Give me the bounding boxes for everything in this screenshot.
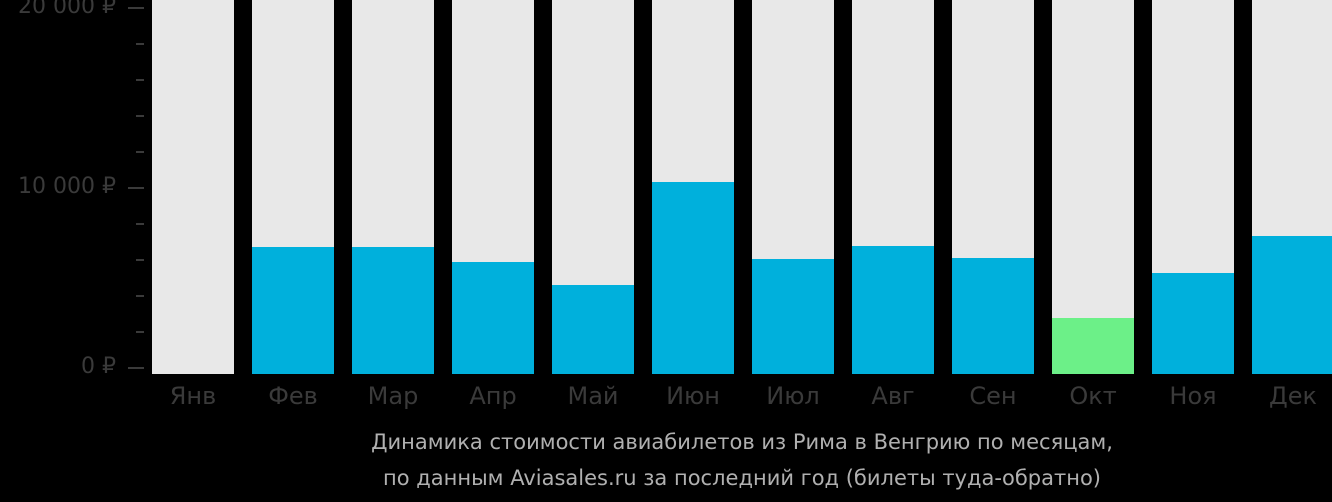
bar-value [1152,272,1234,374]
x-tick-label: Фев [268,382,318,410]
y-tick-label: 10 000 ₽ [18,174,116,199]
x-tick-label: Май [567,382,619,410]
y-major-tick [128,367,144,369]
y-minor-tick [136,43,144,45]
bar-value [652,182,734,374]
y-tick-label: 20 000 ₽ [18,0,116,19]
x-tick-label: Янв [169,382,217,410]
y-tick-label: 0 ₽ [81,354,116,379]
y-major-tick [128,7,144,9]
bar-6[interactable] [752,0,834,374]
y-minor-tick [136,115,144,117]
bar-0[interactable] [152,0,234,374]
y-minor-tick [136,79,144,81]
x-tick-label: Мар [367,382,419,410]
y-minor-tick [136,259,144,261]
x-tick-label: Авг [871,382,915,410]
bar-3[interactable] [452,0,534,374]
x-tick-label: Сен [969,382,1017,410]
y-minor-tick [136,223,144,225]
bar-value [1052,317,1134,374]
bar-value [252,247,334,374]
bar-10[interactable] [1152,0,1234,374]
bar-4[interactable] [552,0,634,374]
chart-caption-line-2: по данным Aviasales.ru за последний год … [383,466,1101,490]
bar-value [752,258,834,374]
bar-value [952,258,1034,374]
bar-11[interactable] [1252,0,1332,374]
x-tick-label: Ноя [1169,382,1217,410]
bar-value [352,247,434,374]
y-minor-tick [136,331,144,333]
bar-value [552,285,634,374]
bar-value [452,261,534,374]
x-tick-label: Июн [666,382,720,410]
y-minor-tick [136,151,144,153]
x-tick-label: Дек [1268,382,1317,410]
bar-8[interactable] [952,0,1034,374]
y-major-tick [128,187,144,189]
bar-7[interactable] [852,0,934,374]
y-minor-tick [136,295,144,297]
chart-caption-line-1: Динамика стоимости авиабилетов из Рима в… [371,430,1113,454]
bar-2[interactable] [352,0,434,374]
bar-value [1252,236,1332,374]
bar-1[interactable] [252,0,334,374]
bar-5[interactable] [652,0,734,374]
bar-9[interactable] [1052,0,1134,374]
bar-value [852,245,934,374]
x-tick-label: Окт [1069,382,1117,410]
x-tick-label: Июл [766,382,820,410]
x-tick-label: Апр [469,382,517,410]
